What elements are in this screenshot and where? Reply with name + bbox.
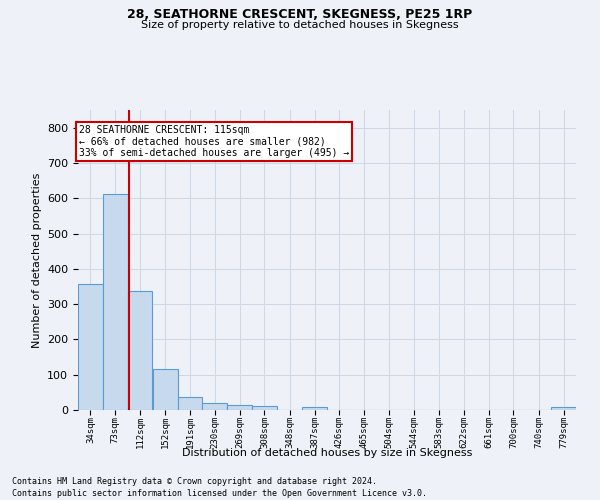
Bar xyxy=(227,404,252,410)
Text: Size of property relative to detached houses in Skegness: Size of property relative to detached ho… xyxy=(141,20,459,30)
Bar xyxy=(178,398,202,410)
Text: Distribution of detached houses by size in Skegness: Distribution of detached houses by size … xyxy=(182,448,472,458)
Bar xyxy=(103,194,128,410)
Bar xyxy=(153,370,178,410)
Bar xyxy=(202,402,227,410)
Bar xyxy=(128,292,152,410)
Text: 28, SEATHORNE CRESCENT, SKEGNESS, PE25 1RP: 28, SEATHORNE CRESCENT, SKEGNESS, PE25 1… xyxy=(127,8,473,20)
Y-axis label: Number of detached properties: Number of detached properties xyxy=(32,172,41,348)
Bar xyxy=(252,406,277,410)
Text: 28 SEATHORNE CRESCENT: 115sqm
← 66% of detached houses are smaller (982)
33% of : 28 SEATHORNE CRESCENT: 115sqm ← 66% of d… xyxy=(79,125,349,158)
Bar xyxy=(302,407,327,410)
Bar xyxy=(551,407,576,410)
Bar xyxy=(78,284,103,410)
Text: Contains HM Land Registry data © Crown copyright and database right 2024.: Contains HM Land Registry data © Crown c… xyxy=(12,478,377,486)
Text: Contains public sector information licensed under the Open Government Licence v3: Contains public sector information licen… xyxy=(12,489,427,498)
